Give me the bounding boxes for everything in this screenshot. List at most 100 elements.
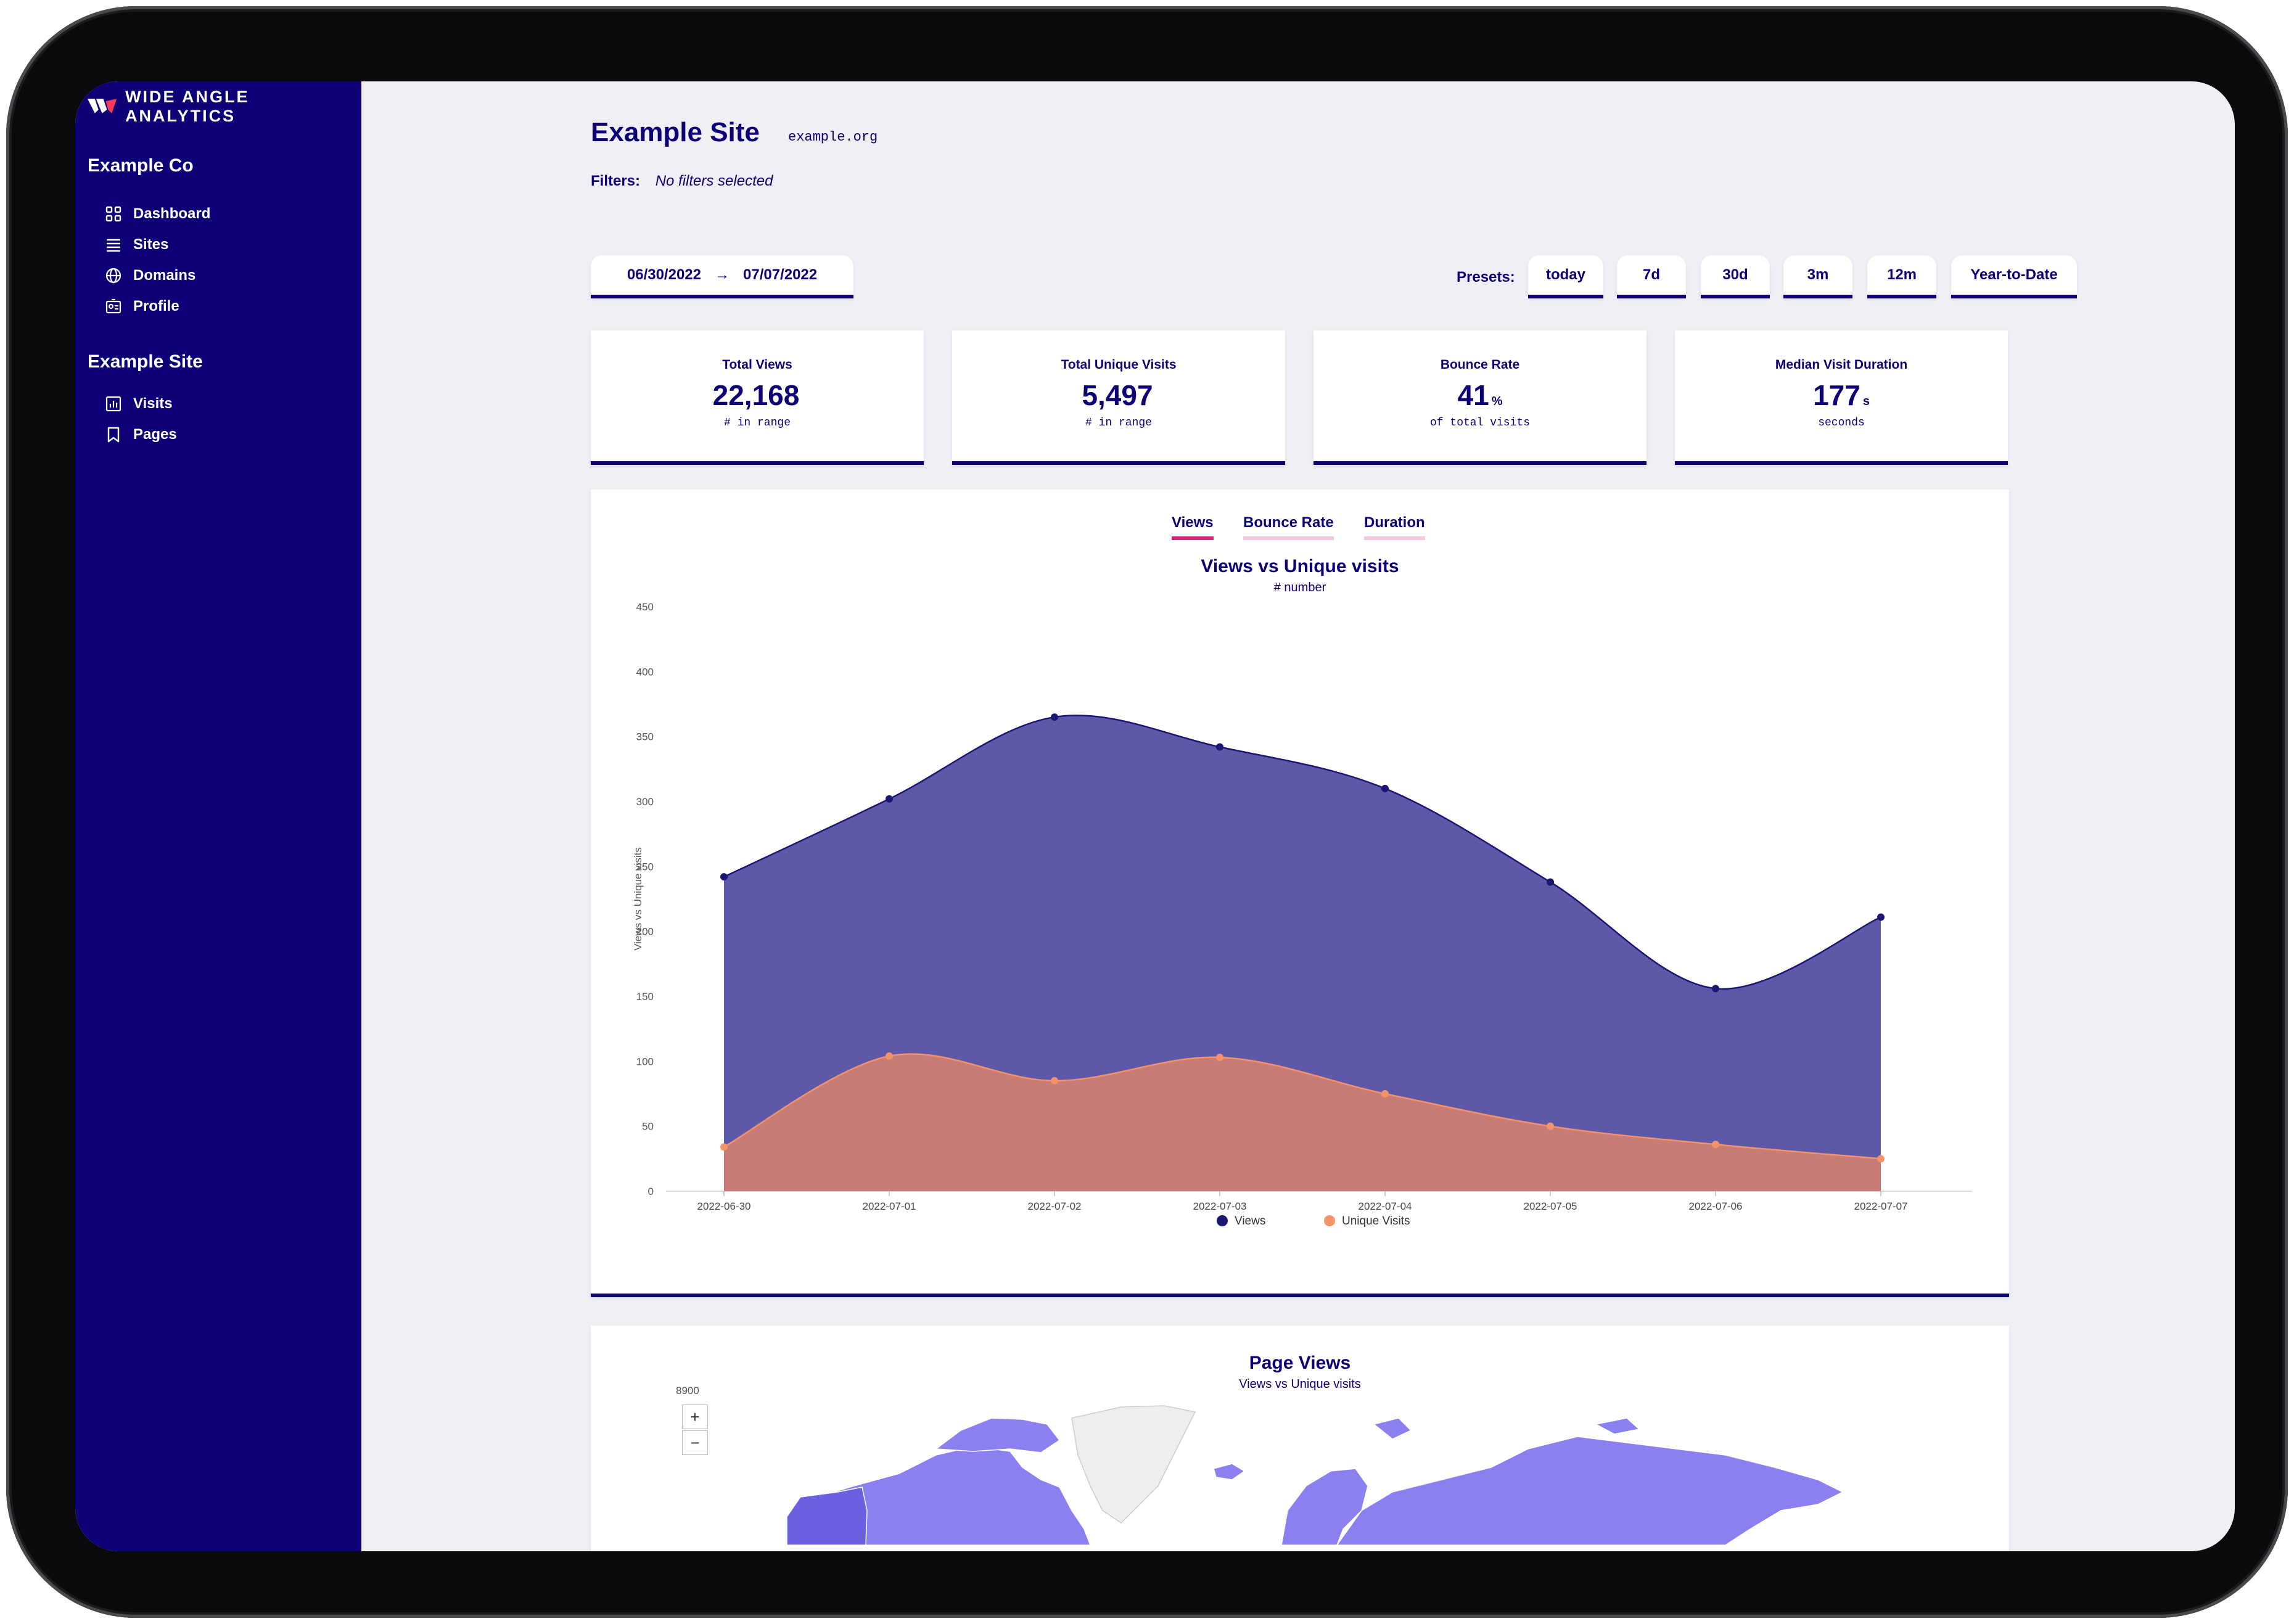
org-title: Example Co	[88, 155, 194, 176]
stat-number: 41	[1457, 379, 1489, 411]
map-subtitle: Views vs Unique visits	[1239, 1377, 1361, 1391]
sidebar-item-pages[interactable]: Pages	[105, 419, 177, 450]
map-region-iceland	[1213, 1463, 1246, 1480]
x-tick-label: 2022-07-03	[1193, 1200, 1247, 1212]
y-tick-label: 200	[636, 926, 654, 938]
filters-bar: Filters: No filters selected	[591, 173, 773, 190]
y-tick-label: 250	[636, 861, 654, 872]
main-content: Example Site example.org Filters: No fil…	[361, 81, 2235, 1551]
legend-label-views[interactable]: Views	[1235, 1215, 1265, 1228]
y-tick-label: 50	[642, 1121, 654, 1133]
y-tick-label: 450	[636, 601, 654, 613]
y-tick-label: 300	[636, 796, 654, 808]
preset-year-to-date[interactable]: Year-to-Date	[1951, 255, 2077, 298]
legend-swatch-views	[1217, 1215, 1228, 1226]
y-axis-label: Views vs Unique visits	[632, 847, 644, 951]
zoom-out-button[interactable]: −	[682, 1430, 708, 1455]
y-tick-label: 0	[648, 1186, 654, 1197]
org-nav: Dashboard Sites Domains Profile	[105, 199, 210, 322]
series-layer	[720, 713, 1885, 1191]
tab-duration[interactable]: Duration	[1364, 514, 1425, 540]
page-title: Example Site	[591, 117, 760, 147]
site-nav: Visits Pages	[105, 388, 177, 450]
x-tick-label: 2022-07-04	[1359, 1200, 1412, 1212]
presets-label: Presets:	[1457, 269, 1515, 285]
sidebar-item-profile[interactable]: Profile	[105, 291, 210, 322]
brand[interactable]: wide angle analytics	[88, 88, 361, 126]
map-scale-label: 8900	[676, 1385, 699, 1396]
map-region-greenland	[1071, 1405, 1196, 1524]
dashboard-icon	[105, 206, 121, 222]
site-section-title: Example Site	[88, 351, 203, 372]
map-title: Page Views	[1249, 1353, 1351, 1373]
data-point-unique-visits[interactable]	[886, 1052, 893, 1060]
sidebar-item-label: Domains	[133, 267, 196, 284]
tab-views[interactable]: Views	[1172, 514, 1214, 540]
stat-unit: s	[1862, 395, 1870, 408]
stat-label: Total Unique Visits	[1061, 358, 1177, 372]
stat-value: 41%	[1314, 379, 1646, 412]
sidebar-item-label: Pages	[133, 426, 177, 443]
chart-card: Views Bounce Rate Duration Views vs Uniq…	[591, 490, 2009, 1297]
date-end: 07/07/2022	[743, 266, 818, 283]
x-axis: 2022-06-30 2022-07-01 2022-07-02 2022-07-03…	[666, 1191, 1972, 1212]
x-tick-label: 2022-07-01	[863, 1200, 916, 1212]
preset-7d[interactable]: 7d	[1617, 255, 1686, 298]
stat-card-unique-visits: Total Unique Visits 5,497 # in range	[952, 330, 1285, 465]
data-point-views[interactable]	[1547, 878, 1554, 886]
stat-sub: # in range	[723, 417, 791, 429]
sidebar-item-label: Profile	[133, 298, 179, 314]
data-point-unique-visits[interactable]	[1381, 1090, 1389, 1097]
zoom-in-button[interactable]: +	[682, 1405, 708, 1429]
data-point-views[interactable]	[1381, 784, 1389, 792]
preset-today[interactable]: today	[1528, 255, 1603, 298]
stat-label: Total Views	[722, 358, 792, 372]
x-tick-label: 2022-07-07	[1854, 1200, 1908, 1212]
legend-label-unique-visits[interactable]: Unique Visits	[1342, 1215, 1410, 1228]
stat-card-total-views: Total Views 22,168 # in range	[591, 330, 924, 465]
legend-swatch-unique-visits	[1324, 1215, 1335, 1226]
y-axis: 0 50 100 150 200 250 300 350 400 450	[636, 601, 654, 1197]
data-point-views[interactable]	[1051, 713, 1058, 721]
data-point-unique-visits[interactable]	[1877, 1155, 1885, 1163]
sidebar-item-sites[interactable]: Sites	[105, 229, 210, 260]
sidebar-item-dashboard[interactable]: Dashboard	[105, 199, 210, 229]
data-point-unique-visits[interactable]	[1547, 1122, 1554, 1130]
series-line-unique-visits	[723, 1053, 1881, 1160]
stat-value: 5,497	[952, 379, 1285, 412]
preset-3m[interactable]: 3m	[1783, 255, 1852, 298]
sidebar-item-domains[interactable]: Domains	[105, 260, 210, 291]
list-icon	[107, 239, 120, 252]
data-point-unique-visits[interactable]	[720, 1143, 728, 1151]
stat-number: 177	[1813, 379, 1860, 411]
data-point-views[interactable]	[720, 873, 728, 881]
map-region-arctic-islands	[934, 1417, 1061, 1453]
sidebar-item-visits[interactable]: Visits	[105, 388, 177, 419]
data-point-views[interactable]	[1712, 985, 1719, 993]
stat-sub: seconds	[1818, 417, 1865, 429]
data-point-views[interactable]	[1216, 743, 1223, 751]
brand-logo-icon	[88, 99, 117, 113]
data-point-unique-visits[interactable]	[1216, 1054, 1223, 1062]
data-point-unique-visits[interactable]	[1051, 1077, 1058, 1085]
chart-legend[interactable]: Views Unique Visits	[1217, 1215, 1410, 1228]
stat-sub: # in range	[1085, 417, 1153, 429]
brand-name: wide angle analytics	[125, 88, 250, 125]
id-card-icon	[105, 298, 121, 314]
tab-bounce-rate[interactable]: Bounce Rate	[1243, 514, 1334, 540]
data-point-views[interactable]	[1877, 913, 1885, 921]
map-region-svalbard	[1373, 1417, 1412, 1440]
stat-label: Bounce Rate	[1440, 358, 1520, 372]
preset-12m[interactable]: 12m	[1867, 255, 1936, 298]
stat-card-bounce-rate: Bounce Rate 41% of total visits	[1314, 330, 1646, 465]
x-tick-label: 2022-07-06	[1689, 1200, 1743, 1212]
arrow-right-icon: →	[715, 266, 730, 283]
world-map[interactable]	[591, 1326, 2009, 1551]
sidebar: wide angle analytics Example Co Dashboar…	[75, 81, 361, 1551]
date-range-picker[interactable]: 06/30/2022 → 07/07/2022	[591, 255, 853, 298]
site-domain[interactable]: example.org	[788, 129, 878, 145]
data-point-views[interactable]	[886, 795, 893, 803]
map-region-russia	[1336, 1436, 1844, 1546]
data-point-unique-visits[interactable]	[1712, 1141, 1719, 1149]
preset-30d[interactable]: 30d	[1701, 255, 1770, 298]
